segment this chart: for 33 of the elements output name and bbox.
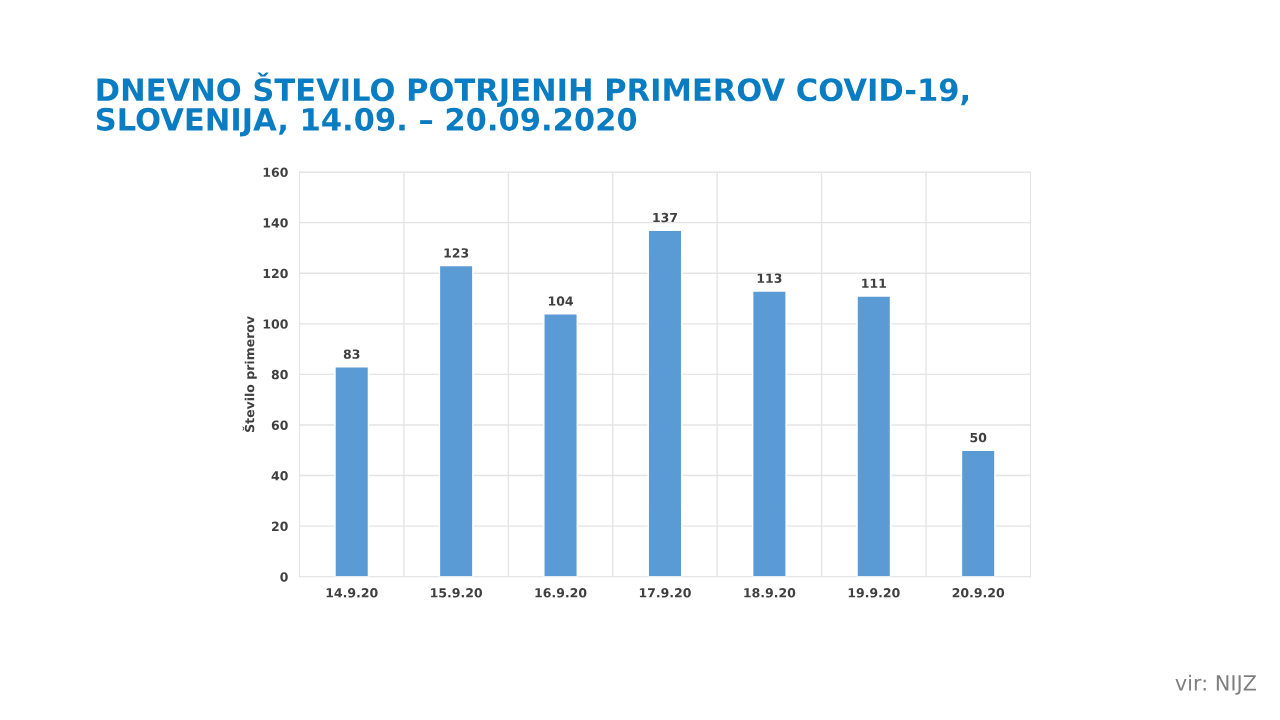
data-label: 111 [862, 278, 886, 288]
y-tick-label: 120 [263, 268, 288, 279]
x-tick-label: 18.9.20 [744, 588, 796, 598]
y-tick-label: 60 [271, 420, 288, 430]
bar [856, 295, 892, 577]
x-tick-label: 16.9.20 [535, 588, 587, 598]
bar [438, 264, 474, 577]
bar [543, 313, 578, 577]
x-tick-label: 20.9.20 [952, 588, 1005, 598]
y-tick-label: 20 [272, 521, 288, 532]
x-tick-label: 19.9.20 [848, 588, 900, 598]
data-label: 104 [548, 296, 574, 306]
y-tick-label: 80 [271, 369, 288, 380]
y-tick-label: 160 [263, 167, 288, 178]
y-axis-title: Število primerov [242, 316, 257, 432]
y-tick-label: 0 [280, 572, 288, 582]
data-label: 113 [757, 273, 782, 283]
bar [334, 366, 370, 577]
data-label: 83 [343, 349, 360, 359]
bar [960, 449, 996, 577]
bar [647, 229, 683, 577]
y-tick-label: 140 [263, 218, 288, 228]
data-label: 137 [653, 212, 678, 223]
text: vir: NIJZ [1175, 674, 1257, 695]
x-tick-label: 15.9.20 [431, 588, 483, 598]
bar [751, 290, 787, 577]
x-tick-label: 14.9.20 [326, 588, 378, 598]
chart-title: DNEVNO ŠTEVILO POTRJENIH PRIMEROV COVID-19, SLOVENIJA, 14.09. – 20.09.2020 [96, 72, 969, 137]
data-label: 123 [444, 248, 469, 258]
data-label: 50 [970, 432, 987, 443]
x-tick-label: 17.9.20 [639, 588, 691, 598]
y-tick-label: 100 [263, 319, 288, 329]
y-tick-label: 40 [271, 471, 288, 481]
